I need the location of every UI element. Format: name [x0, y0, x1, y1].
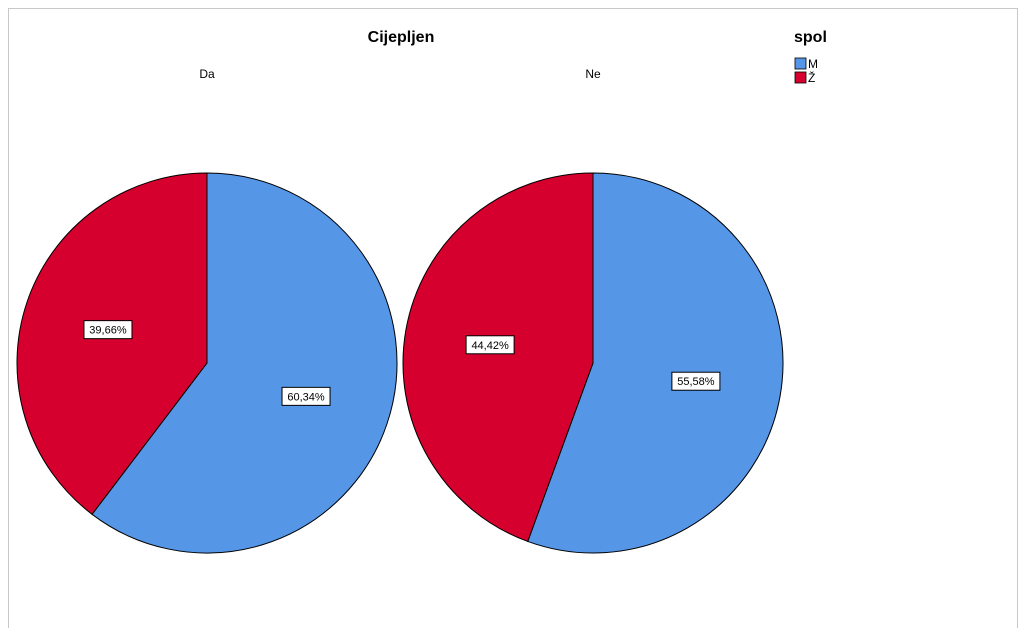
- svg-text:39,66%: 39,66%: [89, 325, 127, 337]
- legend: spol MŽ: [794, 29, 827, 85]
- slice-data-label: 55,58%: [671, 371, 721, 391]
- panel-label: Ne: [585, 67, 601, 81]
- slice-data-label: 44,42%: [465, 335, 515, 355]
- legend-swatch: [794, 71, 807, 84]
- pie-panel-0: Da 60,34% 39,66%: [16, 67, 398, 554]
- pie-slice-z: [16, 172, 208, 515]
- chart-frame: [8, 8, 1018, 628]
- slice-data-label: 39,66%: [83, 320, 133, 340]
- pie-slice-m: [91, 172, 398, 554]
- slice-data-label: 60,34%: [281, 386, 331, 406]
- pie-slice-z: [402, 172, 594, 543]
- panel-label: Da: [199, 67, 215, 81]
- svg-text:44,42%: 44,42%: [471, 340, 509, 352]
- svg-text:55,58%: 55,58%: [677, 376, 715, 388]
- legend-swatch: [794, 57, 807, 70]
- legend-item-label: Ž: [808, 70, 815, 85]
- svg-text:60,34%: 60,34%: [287, 391, 325, 403]
- legend-title: spol: [794, 29, 827, 46]
- pie-panel-1: Ne 55,58% 44,42%: [402, 67, 784, 554]
- legend-item-label: M: [808, 57, 818, 71]
- chart-title: Cijepljen: [368, 29, 435, 46]
- pie-slice-m: [527, 172, 784, 554]
